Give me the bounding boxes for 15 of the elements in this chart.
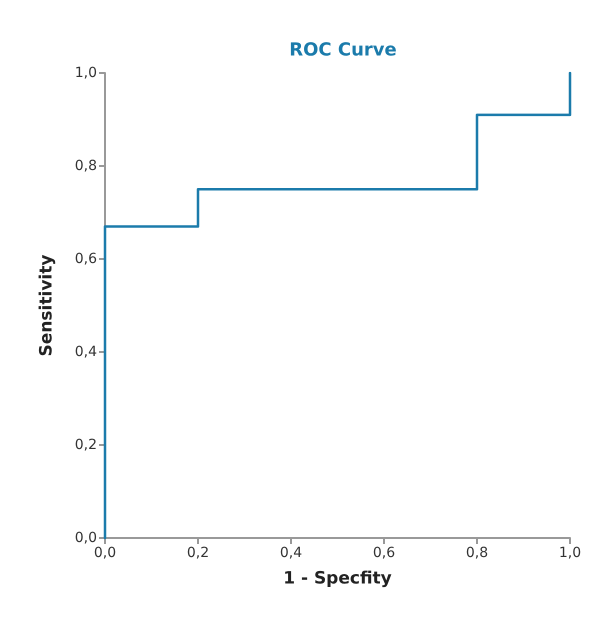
- y-axis-title: Sensitivity: [36, 254, 56, 356]
- y-tick-label: 0,2: [74, 437, 97, 453]
- x-tick-label: 0,8: [466, 545, 488, 561]
- chart-title: ROC Curve: [289, 40, 397, 60]
- x-tick-label: 0,0: [94, 545, 116, 561]
- x-axis-title: 1 - Specfity: [283, 568, 392, 588]
- x-tick-label: 0,6: [372, 545, 396, 561]
- x-tick-label: 0,2: [186, 545, 210, 561]
- x-tick-label: 1,0: [558, 545, 582, 561]
- x-tick-label: 0,4: [280, 545, 302, 561]
- y-tick-label: 1,0: [74, 65, 97, 81]
- y-tick-label: 0,0: [74, 530, 97, 546]
- y-tick-label: 0,6: [74, 251, 98, 267]
- y-tick-label: 0,8: [74, 158, 97, 174]
- y-tick-label: 0,4: [74, 344, 98, 360]
